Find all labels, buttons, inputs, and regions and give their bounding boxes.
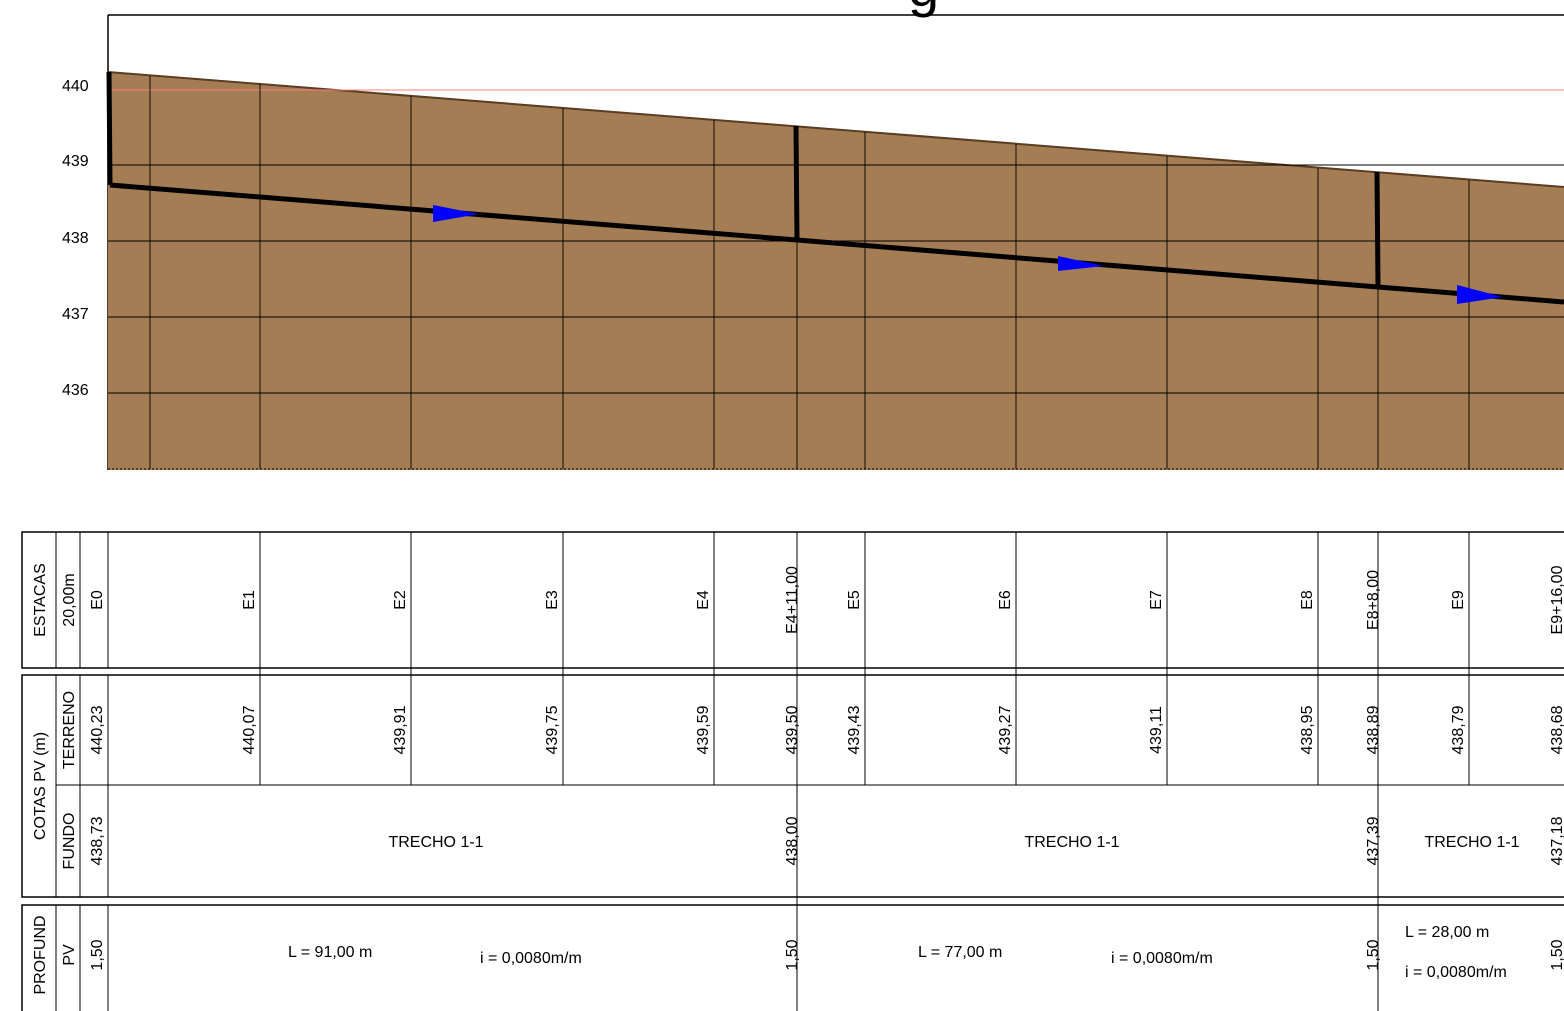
header-profund: PROFUND: [32, 915, 49, 994]
station-columns: [259, 532, 1470, 1011]
elevation-label-437: 437: [62, 306, 89, 323]
station-label: E4: [695, 590, 712, 610]
station-label: E8+8,00: [1365, 570, 1382, 630]
profund-values: 1,50 1,50 1,50 1,50 L = 91,00 m i = 0,00…: [89, 924, 1564, 981]
terreno-value: 439,11: [1148, 706, 1165, 754]
station-label: E9+16,00: [1549, 565, 1564, 634]
ground-surface-line: [107, 71, 1564, 188]
station-label: E0: [89, 590, 106, 610]
segment-length: L = 28,00 m: [1405, 924, 1489, 941]
flow-arrow-icon: [1457, 285, 1503, 304]
fundo-value: 437,18: [1549, 816, 1564, 865]
station-label: E2: [392, 590, 409, 610]
flow-arrows: [433, 205, 1503, 304]
station-label: E8: [1299, 590, 1316, 610]
header-estacas: ESTACAS: [32, 563, 49, 637]
terreno-value: 439,50: [784, 705, 801, 754]
terreno-value: 440,07: [241, 705, 258, 754]
profund-block: [21, 904, 1564, 1011]
profile-table: [21, 531, 1564, 1011]
terreno-value: 438,68: [1549, 705, 1564, 754]
terreno-value: 439,75: [544, 705, 561, 754]
cotas-block: [21, 674, 1564, 898]
header-spacing: 20,00m: [61, 573, 78, 626]
profund-value: 1,50: [784, 939, 801, 970]
segment-length: L = 91,00 m: [288, 944, 372, 961]
flow-arrow-icon: [433, 205, 479, 222]
segment-length: L = 77,00 m: [918, 944, 1002, 961]
elevation-label-438: 438: [62, 230, 89, 247]
manhole-pv-e0: [106, 71, 113, 186]
elevation-label-436: 436: [62, 382, 89, 399]
station-label: E7: [1148, 590, 1165, 610]
elevation-label-439: 439: [62, 153, 89, 170]
station-label: E1: [241, 590, 258, 610]
terreno-value: 438,89: [1365, 705, 1382, 754]
manhole-pv-e4-11: [793, 125, 800, 241]
station-label: E3: [544, 590, 561, 610]
terreno-value: 439,59: [695, 705, 712, 754]
station-label: E6: [997, 590, 1014, 610]
terreno-values: 440,23 440,07 439,91 439,75 439,59 439,5…: [89, 705, 1564, 754]
station-label: E9: [1450, 590, 1467, 610]
estacas-block: [21, 531, 1564, 669]
profund-value: 1,50: [1365, 939, 1382, 970]
elevation-grid: [108, 89, 1564, 470]
segment-name: TRECHO 1-1: [1424, 834, 1519, 851]
terreno-value: 439,43: [846, 705, 863, 754]
terreno-value: 438,95: [1299, 705, 1316, 754]
segment-slope: i = 0,0080m/m: [1405, 964, 1507, 981]
profund-value: 1,50: [89, 939, 106, 970]
station-grid: [149, 76, 1470, 469]
terreno-value: 439,27: [997, 705, 1014, 754]
manhole-pv-e8-8: [1374, 171, 1381, 288]
segment-slope: i = 0,0080m/m: [480, 950, 582, 967]
segment-name: TRECHO 1-1: [388, 834, 483, 851]
terreno-value: 440,23: [89, 705, 106, 754]
header-cotas-pv: COTAS PV (m): [32, 732, 49, 840]
header-pv: PV: [61, 944, 78, 966]
profund-value: 1,50: [1549, 939, 1564, 970]
title-fragment: g: [908, 0, 939, 18]
station-label: E5: [846, 590, 863, 610]
manholes: [106, 71, 1381, 288]
fundo-value: 437,39: [1365, 816, 1382, 865]
terreno-value: 438,79: [1450, 705, 1467, 754]
fundo-value: 438,73: [89, 816, 106, 865]
station-label: E4+11,00: [784, 566, 801, 634]
fundo-value: 438,00: [784, 816, 801, 865]
segment-slope: i = 0,0080m/m: [1111, 950, 1213, 967]
elevation-label-440: 440: [62, 78, 89, 95]
flow-arrow-icon: [1058, 256, 1104, 271]
segment-name: TRECHO 1-1: [1024, 834, 1119, 851]
fundo-values: 438,73 438,00 437,39 437,18 TRECHO 1-1 T…: [89, 816, 1564, 865]
header-fundo: FUNDO: [61, 813, 78, 870]
station-labels: E0 E1 E2 E3 E4 E4+11,00 E5 E6 E7 E8 E8+8…: [89, 565, 1564, 634]
ground-fill: [108, 72, 1564, 470]
header-terreno: TERRENO: [61, 691, 78, 769]
table-headers: ESTACAS 20,00m COTAS PV (m) TERRENO FUND…: [32, 563, 78, 994]
elevation-axis: 440 439 438 437 436: [62, 78, 89, 399]
terreno-value: 439,91: [392, 705, 409, 754]
